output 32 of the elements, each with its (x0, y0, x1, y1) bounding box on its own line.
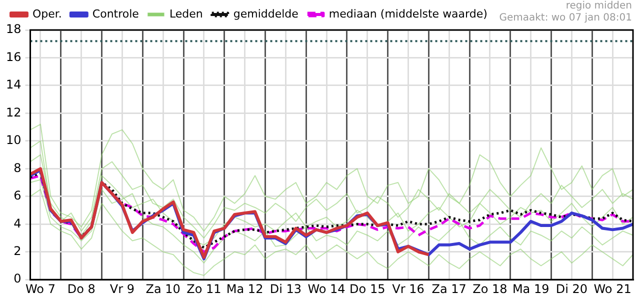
y-tick-label: 18 (6, 22, 22, 36)
x-tick-label: Wo 21 (594, 282, 632, 296)
y-tick-label: 2 (14, 244, 22, 258)
y-tick-label: 10 (6, 133, 22, 148)
x-tick-label: Do 15 (350, 282, 386, 296)
x-tick-label: Ma 12 (226, 282, 264, 296)
x-tick-label: Do 8 (67, 282, 96, 296)
x-tick-label: Wo 14 (308, 282, 346, 296)
y-tick-label: 6 (14, 188, 22, 203)
x-tick-label: Di 13 (270, 282, 302, 296)
y-tick-label: 12 (6, 105, 22, 120)
y-tick-label: 0 (14, 272, 22, 286)
x-tick-label: Zo 11 (186, 282, 222, 296)
legend-label: mediaan (middelste waarde) (328, 7, 488, 20)
text: regio midden (566, 0, 632, 12)
legend-label: Controle (92, 7, 140, 20)
legend-label: Leden (169, 7, 203, 20)
x-tick-label: Ma 19 (512, 282, 550, 296)
y-tick-label: 14 (6, 78, 22, 92)
x-tick-label: Wo 7 (26, 282, 56, 296)
y-tick-label: 8 (14, 160, 22, 175)
y-tick-label: 4 (14, 216, 22, 230)
x-tick-label: Vr 16 (392, 282, 424, 296)
text: Gemaakt: wo 07 jan 08:01 (499, 12, 632, 24)
x-tick-label: Di 20 (556, 282, 588, 296)
legend-label: Oper. (32, 7, 62, 20)
x-tick-label: Zo 18 (472, 282, 508, 296)
y-tick-label: 16 (6, 50, 22, 64)
x-tick-label: Za 10 (146, 282, 180, 296)
x-tick-label: Vr 9 (110, 282, 135, 296)
legend-label: gemiddelde (233, 7, 299, 20)
x-tick-label: Za 17 (432, 282, 466, 296)
